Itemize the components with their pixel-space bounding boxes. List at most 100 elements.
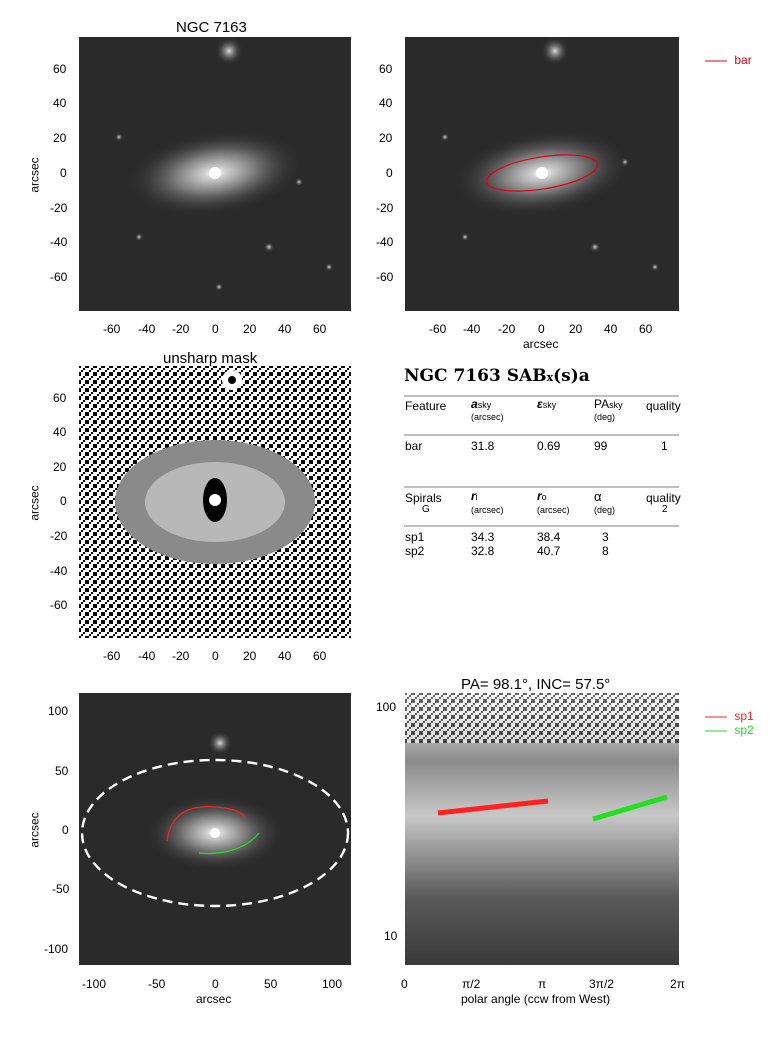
y-tick: 0 [62,823,69,837]
header-ri-sub: i [475,492,478,502]
x-tick: 100 [322,977,343,991]
header-ri: ri [471,490,478,502]
y-tick: 60 [53,62,67,76]
y-tick: 0 [60,166,67,180]
panel-title: unsharp mask [163,350,258,367]
legend-label: sp2 [734,723,754,737]
x-tick: 60 [313,649,327,663]
x-tick: π/2 [462,977,481,991]
spiral-arm-sp1 [166,806,246,842]
spiral-row-ri: 34.3 [471,530,495,544]
x-tick: -40 [138,322,156,336]
x-tick: 2π [670,977,685,991]
x-tick: -60 [429,322,447,336]
y-tick: -40 [50,235,68,249]
spiral-row-alpha: 3 [602,530,609,544]
y-tick: 40 [379,96,393,110]
y-tick: 100 [376,700,397,714]
header-a-unit: (arcsec) [471,412,504,422]
legend-label: sp1 [734,709,754,723]
panel-title: PA= 98.1°, INC= 57.5° [461,676,611,693]
header-pa-symbol: PA [594,397,610,411]
header-ro-unit: (arcsec) [537,505,570,515]
x-tick: -50 [148,977,166,991]
spiral-row-ro: 38.4 [537,530,561,544]
y-tick: 0 [386,166,393,180]
table-title-tail: (s)a [553,366,590,386]
x-tick: 0 [212,649,219,663]
bar-row-quality: 1 [661,439,668,453]
x-tick: 60 [639,322,653,336]
header-ri-symbol: r [471,489,476,503]
x-tick: -40 [138,649,156,663]
legend-label: bar [734,53,752,67]
header-pa-sub: sky [609,400,623,410]
y-tick: -60 [376,270,394,284]
y-tick: 40 [53,425,67,439]
spiral-row-alpha: 8 [602,544,609,558]
header-a-symbol: a [471,397,478,411]
header-alpha: α [594,489,602,504]
x-tick: -20 [498,322,516,336]
header-spiral-quality: quality [646,491,681,505]
header-a: asky [471,398,491,410]
x-tick: 0 [401,977,408,991]
bar-row-name: bar [405,439,423,453]
polar-graphic [405,693,679,965]
header-feature: Feature [405,399,447,413]
bar-row-a: 31.8 [471,439,495,453]
bar-row-eps: 0.69 [537,439,561,453]
header-spirals-g: G [422,504,430,515]
table-title: NGC 7163 SABx(s)a [404,368,590,385]
legend-bar: bar [705,53,752,67]
outer-ellipse [80,758,350,908]
legend-sp1: sp1 [705,709,754,723]
galaxy-image-graphic [115,37,333,291]
x-tick: 40 [278,322,292,336]
panel-title: NGC 7163 [176,19,247,36]
header-ro-symbol: r [537,489,542,503]
header-pa: PAsky [594,398,623,410]
x-tick: 20 [243,649,257,663]
x-tick: -20 [172,649,190,663]
x-tick: 60 [313,322,327,336]
x-tick: -20 [172,322,190,336]
y-axis-label: arcsec [27,812,42,848]
table-title-main: NGC 7163 SAB [404,366,547,386]
legend-line [705,60,727,62]
y-tick: 20 [53,460,67,474]
spiral-row-ro: 40.7 [537,544,561,558]
y-tick: -20 [50,201,68,215]
x-tick: 20 [569,322,583,336]
x-tick: π [538,977,547,991]
header-alpha-unit: (deg) [594,505,616,515]
y-tick: 100 [48,704,69,718]
deprojected-graphic [80,731,350,908]
y-tick: 60 [53,391,67,405]
galaxy-image [79,37,351,311]
legend-line [705,716,727,718]
header-quality: quality [646,399,681,413]
header-spiral-quality-val: 2 [662,504,668,515]
x-tick: 20 [243,322,257,336]
y-tick: -100 [44,942,69,956]
table-title-sub: x [546,371,554,384]
spiral-arm-sp2 [198,832,260,855]
y-tick: 20 [379,131,393,145]
header-a-sub: sky [477,400,492,410]
y-tick: 20 [53,131,67,145]
deprojected-image [79,693,351,965]
header-ro: ro [537,490,547,502]
x-axis-label: arcsec [523,337,559,351]
unsharp-mask-image [79,366,351,638]
x-tick: 40 [604,322,618,336]
x-tick: -40 [463,322,481,336]
polar-image [405,693,679,965]
x-tick: 50 [264,977,278,991]
x-tick: 0 [538,322,545,336]
legend-line [705,730,727,732]
y-tick: 10 [384,929,398,943]
bar-ellipse [486,154,598,192]
y-tick: -50 [52,882,70,896]
